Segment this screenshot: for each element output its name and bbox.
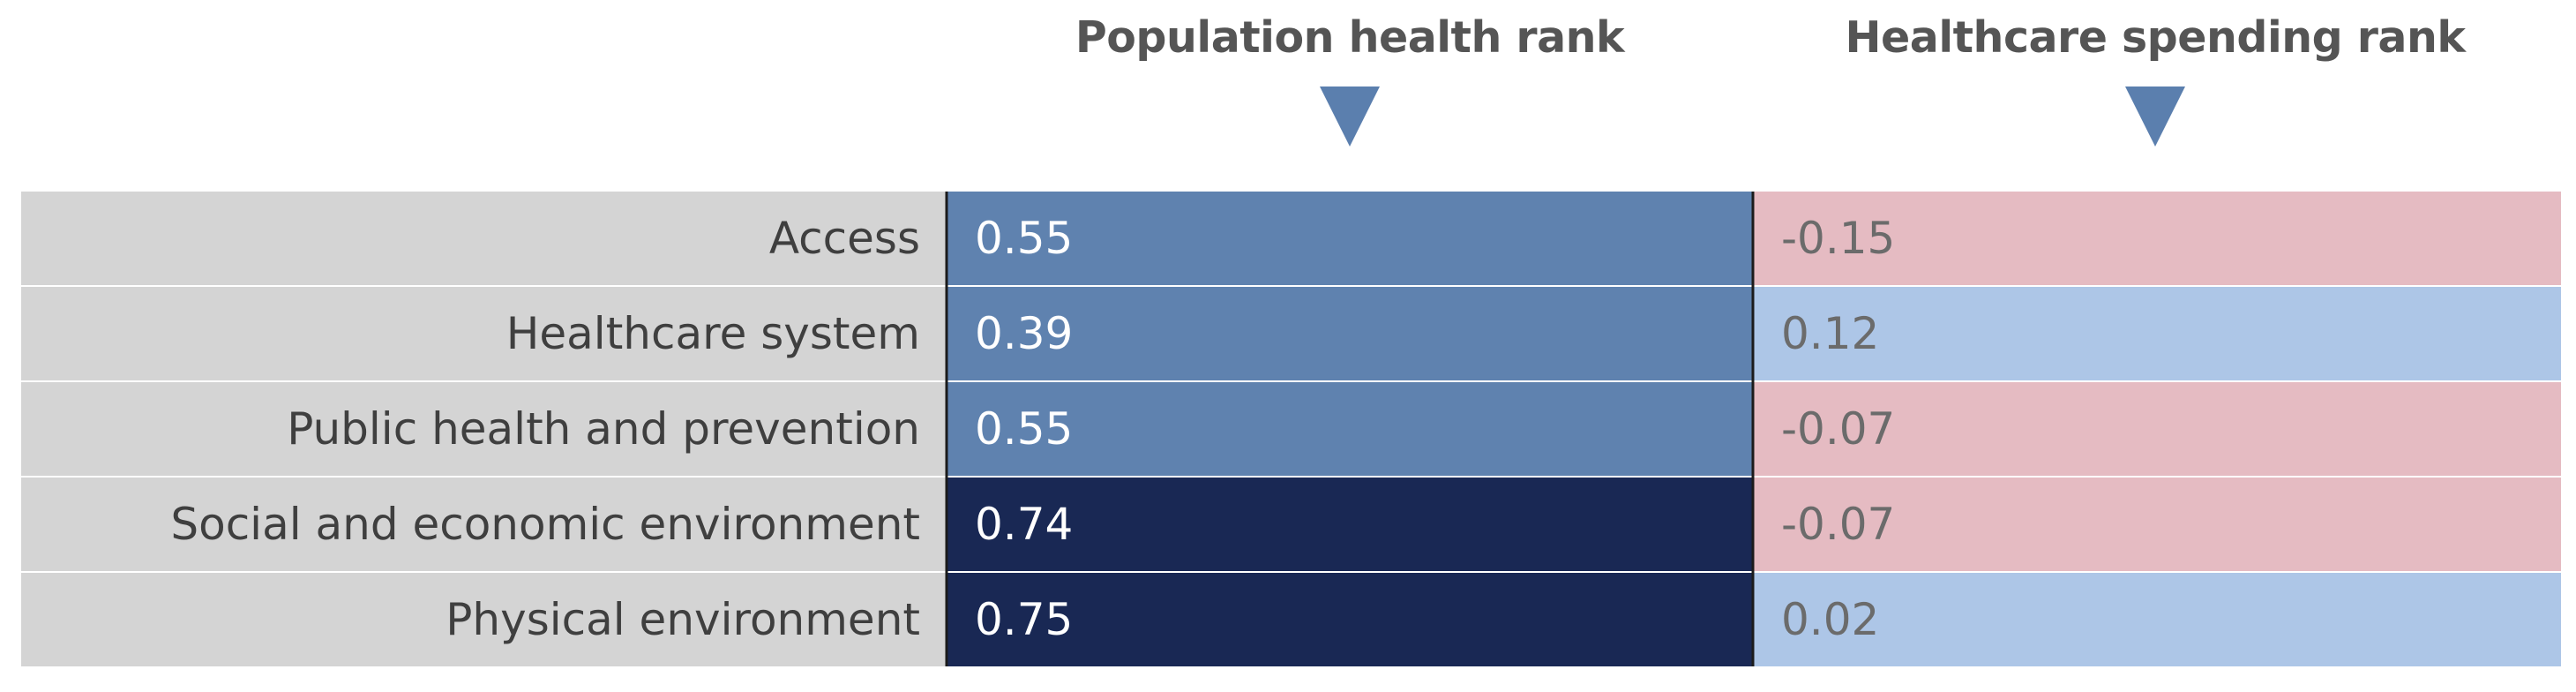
heatmap-cell xyxy=(947,192,1753,285)
heatmap-cell xyxy=(947,287,1753,380)
heatmap-cell xyxy=(1753,478,2561,571)
column-arrow-population-health-icon xyxy=(1320,86,1380,147)
heatmap-cell xyxy=(1753,382,2561,476)
heatmap-cell xyxy=(947,573,1753,666)
heatmap-cell xyxy=(947,478,1753,571)
cell-value-label: 0.74 xyxy=(975,499,1073,550)
heatmap-cell xyxy=(1753,287,2561,380)
row-separator xyxy=(21,571,2561,573)
cell-value-label: 0.12 xyxy=(1781,308,1879,359)
row-separator xyxy=(21,380,2561,382)
row-label-background xyxy=(21,192,947,285)
row-label: Social and economic environment xyxy=(170,499,920,550)
row-label-background xyxy=(21,478,947,571)
row-label-background xyxy=(21,573,947,666)
cell-value-label: 0.39 xyxy=(975,308,1073,359)
heatmap-cell xyxy=(1753,573,2561,666)
cell-value-label: 0.02 xyxy=(1781,594,1879,645)
cell-value-label: -0.07 xyxy=(1781,403,1895,455)
cell-value-label: -0.07 xyxy=(1781,499,1895,550)
row-label: Physical environment xyxy=(446,594,920,645)
heatmap-cell xyxy=(947,382,1753,476)
row-label: Access xyxy=(769,213,920,264)
row-separator xyxy=(21,285,2561,287)
cell-value-label: -0.15 xyxy=(1781,213,1895,264)
row-label-background xyxy=(21,287,947,380)
row-separator xyxy=(21,476,2561,478)
cell-value-label: 0.55 xyxy=(975,213,1073,264)
column-arrow-healthcare-spending-icon xyxy=(2125,86,2185,147)
row-label-background xyxy=(21,382,947,476)
column-header-healthcare-spending: Healthcare spending rank xyxy=(1845,12,2466,63)
row-label: Public health and prevention xyxy=(287,403,920,455)
row-label: Healthcare system xyxy=(506,308,920,359)
column-header-population-health: Population health rank xyxy=(1075,12,1625,63)
cell-value-label: 0.55 xyxy=(975,403,1073,455)
cell-value-label: 0.75 xyxy=(975,594,1073,645)
heatmap-cell xyxy=(1753,192,2561,285)
